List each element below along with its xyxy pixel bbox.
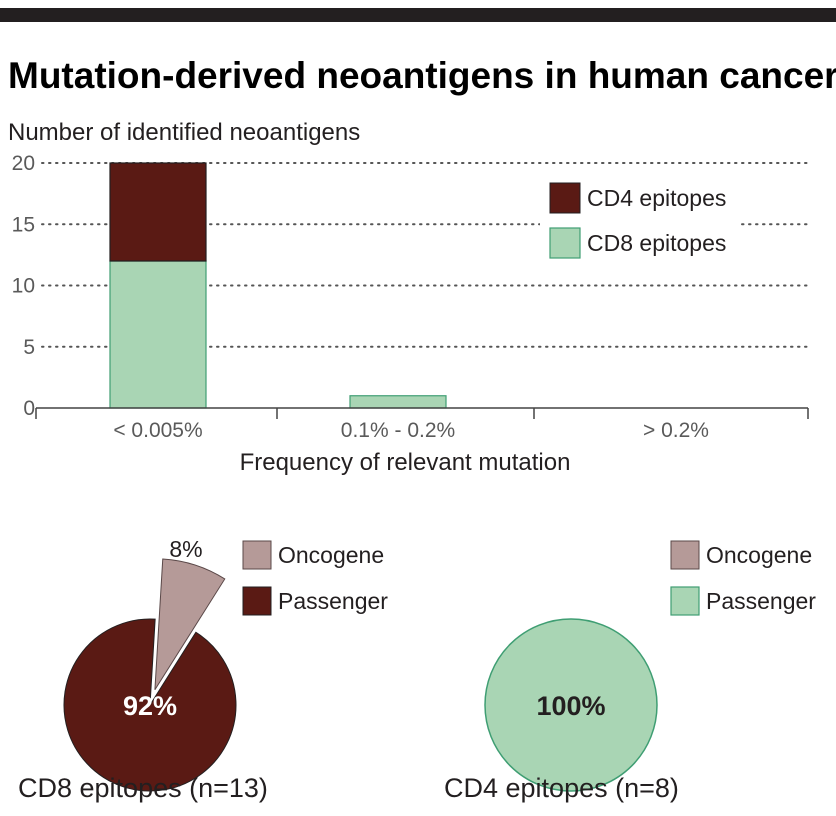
chart-title: Mutation-derived neoantigens in human ca… (8, 55, 836, 96)
y-tick-label: 5 (23, 336, 35, 359)
legend-swatch-oncogene-cd4 (670, 540, 700, 570)
legend-swatch-passenger-cd8 (242, 586, 272, 616)
x-axis-label: Frequency of relevant mutation (240, 449, 571, 476)
top-rule (0, 8, 836, 22)
bar-cd8-0 (109, 260, 207, 409)
y-tick-label: 20 (12, 152, 35, 175)
x-tick-labels: < 0.005% 0.1% - 0.2% > 0.2% (113, 419, 709, 442)
legend-label-cd4: CD4 epitopes (587, 185, 726, 211)
x-tick-marks (35, 408, 809, 419)
y-tick-label: 10 (12, 275, 35, 298)
pie-chart-cd8: 8% 92% CD8 epitopes (n=13) Oncogene Pass… (18, 536, 388, 803)
legend-swatch-cd8 (549, 227, 581, 259)
legend-label-cd8: CD8 epitopes (587, 230, 726, 256)
legend-label-passenger-cd8: Passenger (278, 588, 388, 614)
pie-slice-oncogene-cd8 (154, 558, 226, 691)
bar-legend: CD4 epitopes CD8 epitopes (549, 182, 726, 259)
pie-slice-passenger-cd8 (63, 618, 237, 792)
legend-label-passenger-cd4: Passenger (706, 588, 816, 614)
pie-slice-passenger-cd4 (484, 618, 658, 792)
legend-label-oncogene-cd4: Oncogene (706, 542, 812, 568)
pie-label-oncogene-cd8: 8% (169, 536, 202, 562)
pie-title-cd8: CD8 epitopes (n=13) (18, 773, 268, 803)
y-tick-labels: 0 5 10 15 20 (12, 152, 35, 420)
legend-swatch-cd4 (549, 182, 581, 214)
bars (109, 162, 447, 409)
y-tick-label: 15 (12, 213, 35, 236)
x-tick-label: > 0.2% (643, 419, 709, 442)
legend-label-oncogene-cd8: Oncogene (278, 542, 384, 568)
x-tick-label: 0.1% - 0.2% (341, 419, 455, 442)
pie-title-cd4: CD4 epitopes (n=8) (444, 773, 679, 803)
pie-label-passenger-cd8: 92% (123, 691, 177, 721)
y-tick-label: 0 (23, 397, 35, 420)
pie-chart-cd4: 100% CD4 epitopes (n=8) Oncogene Passeng… (444, 540, 816, 803)
pie-label-passenger-cd4: 100% (536, 691, 605, 721)
y-axis-label: Number of identified neoantigens (8, 119, 360, 146)
bar-cd8-1 (349, 395, 447, 409)
x-tick-label: < 0.005% (113, 419, 202, 442)
bar-cd4-0 (109, 162, 207, 262)
legend-swatch-oncogene-cd8 (242, 540, 272, 570)
bar-chart: Number of identified neoantigens 0 5 10 15 2… (8, 119, 809, 476)
legend-swatch-passenger-cd4 (670, 586, 700, 616)
